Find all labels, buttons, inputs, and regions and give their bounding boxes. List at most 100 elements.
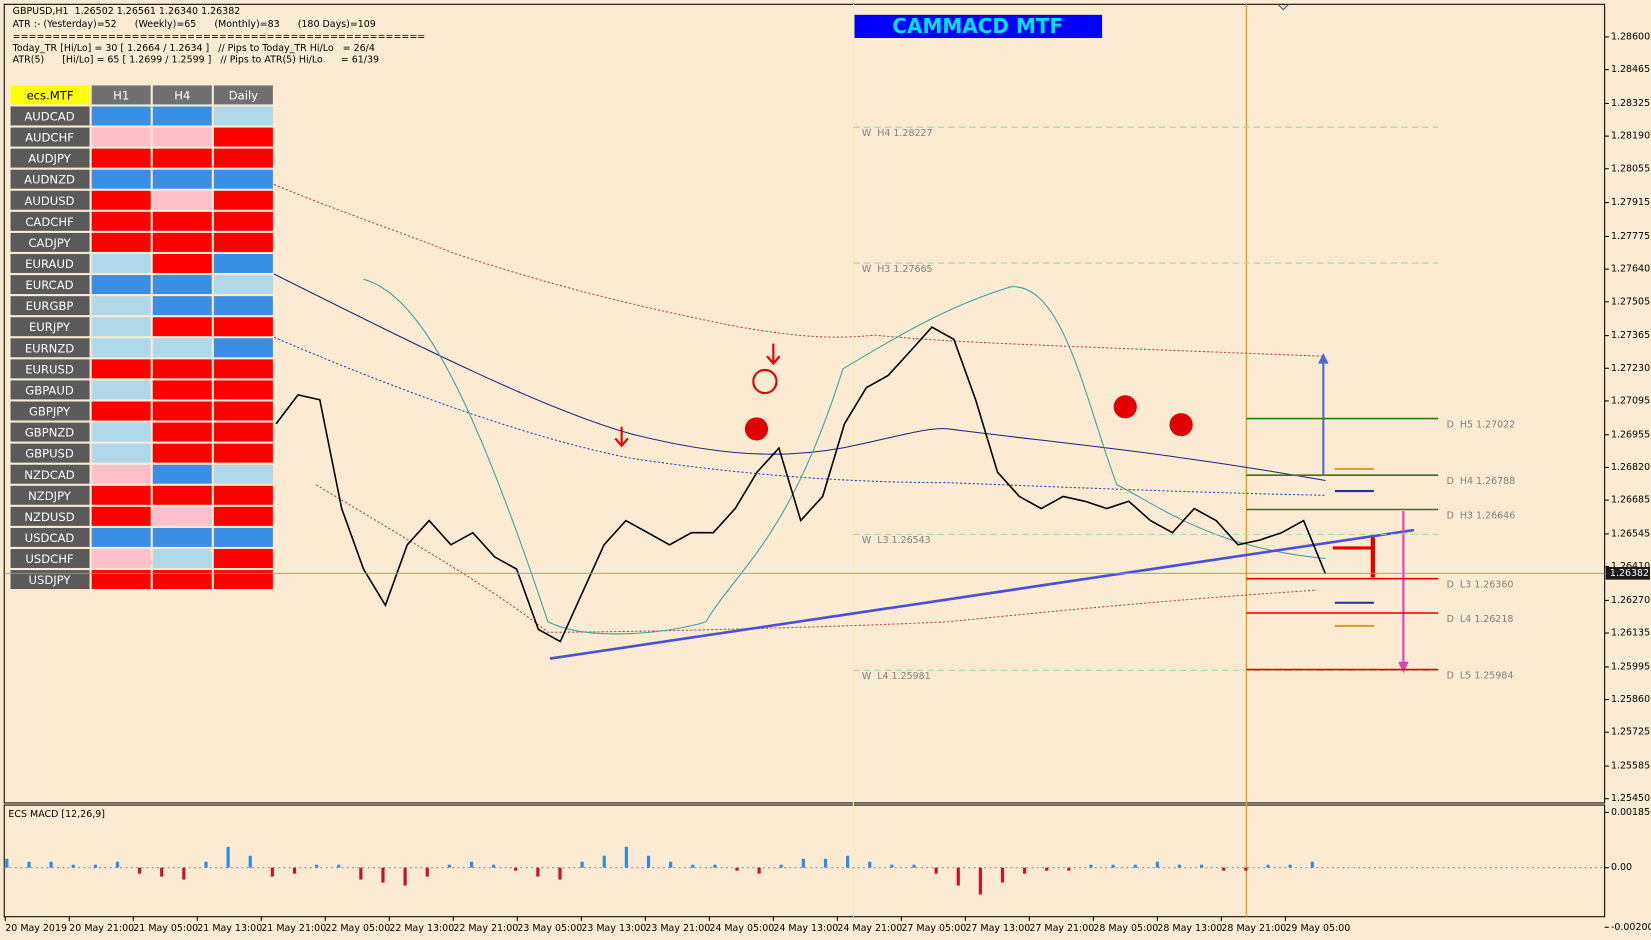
signal-cell xyxy=(213,549,273,568)
symbol-cell xyxy=(10,127,90,147)
signal-cell xyxy=(91,338,151,358)
price-tick-label: 1.28055 xyxy=(1611,163,1650,174)
macd-bar xyxy=(624,846,628,868)
signal-cell xyxy=(91,506,151,526)
macd-bar xyxy=(1067,867,1071,871)
signal-cell xyxy=(213,232,273,252)
header-line: ========================================… xyxy=(13,31,426,42)
macd-bar xyxy=(602,855,606,868)
signal-cell xyxy=(91,380,151,400)
time-label: 22 May 21:00 xyxy=(453,923,518,934)
level-label: W L3 1.26543 xyxy=(862,535,931,546)
main-frame xyxy=(3,3,1606,804)
price-tick-label: 1.27230 xyxy=(1611,363,1650,374)
signal-cell xyxy=(213,148,273,168)
macd-bar xyxy=(801,858,805,868)
signal-icon xyxy=(1113,395,1137,419)
signal-circle xyxy=(752,368,778,395)
macd-bar xyxy=(447,864,451,868)
macd-bar xyxy=(49,861,53,868)
upper-band xyxy=(273,183,1323,357)
macd-bar xyxy=(492,864,496,868)
header-cell xyxy=(10,85,90,105)
signal-cell xyxy=(152,359,212,379)
signal-cell xyxy=(152,422,212,442)
time-label: 29 May 05:00 xyxy=(1285,923,1350,934)
time-label: 23 May 21:00 xyxy=(645,923,710,934)
signal-cell xyxy=(91,570,151,590)
signal-cell xyxy=(152,254,212,273)
symbol-cell xyxy=(10,549,90,568)
title-box xyxy=(854,14,1103,39)
symbol-cell xyxy=(10,148,90,168)
symbol-cell xyxy=(10,232,90,252)
symbol-text: AUDNZD xyxy=(24,173,75,187)
macd-tick-label: 0.00 xyxy=(1611,862,1632,873)
header-cell-text: H1 xyxy=(113,88,129,102)
header-cell-text: ecs.MTF xyxy=(27,88,74,102)
symbol-text: GBPJPY xyxy=(29,405,71,419)
signal-cell xyxy=(91,422,151,442)
time-label: 21 May 05:00 xyxy=(133,923,198,934)
macd-bar xyxy=(669,861,673,868)
time-label: 27 May 13:00 xyxy=(965,923,1030,934)
level-label: D L3 1.26360 xyxy=(1447,579,1514,590)
price-tick-label: 1.26685 xyxy=(1611,495,1650,506)
macd-bar xyxy=(691,864,695,868)
signal-cell xyxy=(152,380,212,400)
signal-cell xyxy=(91,106,151,126)
signal-cell xyxy=(91,169,151,189)
header-line: Today_TR [Hi/Lo] = 30 [ 1.2664 / 1.2634 … xyxy=(12,43,375,54)
symbol-text: USDCAD xyxy=(25,531,75,545)
signal-cell xyxy=(213,275,273,295)
signal-cell xyxy=(213,485,273,505)
time-label: 24 May 21:00 xyxy=(837,923,902,934)
header-cell xyxy=(91,85,151,105)
macd-bar xyxy=(403,867,407,886)
middle-band xyxy=(273,336,1326,496)
signal-cell xyxy=(152,506,212,526)
signal-cell xyxy=(91,443,151,463)
symbol-text: EURNZD xyxy=(25,341,74,355)
price-tick-label: 1.26820 xyxy=(1611,462,1650,473)
symbol-text: NZDCAD xyxy=(24,468,75,482)
macd-bar xyxy=(558,867,562,880)
price-tick-label: 1.26955 xyxy=(1611,429,1650,440)
signal-cell xyxy=(213,190,273,210)
header-line: ATR :- (Yesterday)=52 (Weekly)=65 (Month… xyxy=(13,19,376,30)
macd-bar xyxy=(536,867,540,877)
level-label: D H3 1.26646 xyxy=(1447,510,1516,521)
price-tick-label: 1.26270 xyxy=(1611,595,1650,606)
arrow-head xyxy=(1318,353,1329,364)
macd-bar xyxy=(956,867,960,886)
macd-bar xyxy=(514,867,518,871)
time-label: 22 May 05:00 xyxy=(325,923,390,934)
current-price-label: 1.26382 xyxy=(1610,568,1649,579)
signal-cell xyxy=(213,254,273,273)
symbol-text: AUDCHF xyxy=(25,131,74,145)
macd-bar xyxy=(226,846,230,868)
level-label: W L4 1.25981 xyxy=(862,671,931,682)
symbol-text: EURGBP xyxy=(26,299,74,313)
symbol-cell xyxy=(10,338,90,358)
time-label: 23 May 13:00 xyxy=(581,923,646,934)
header-cell xyxy=(152,85,212,105)
signal-cell xyxy=(152,527,212,547)
signal-cell xyxy=(91,401,151,421)
signal-cell xyxy=(152,275,212,295)
macd-bar xyxy=(1266,864,1270,868)
symbol-text: NZDUSD xyxy=(24,510,74,524)
macd-bar xyxy=(425,867,429,877)
signal-cell xyxy=(152,148,212,168)
price-tick-label: 1.25725 xyxy=(1611,727,1650,738)
level-label: D L4 1.26218 xyxy=(1447,614,1514,625)
symbol-cell xyxy=(10,527,90,547)
current-price-box xyxy=(1605,567,1650,580)
macd-bar xyxy=(71,864,75,868)
time-label: 27 May 05:00 xyxy=(901,923,966,934)
price-line xyxy=(275,326,1327,643)
symbol-cell xyxy=(10,190,90,210)
time-label: 23 May 05:00 xyxy=(517,923,582,934)
macd-bar xyxy=(292,867,297,874)
